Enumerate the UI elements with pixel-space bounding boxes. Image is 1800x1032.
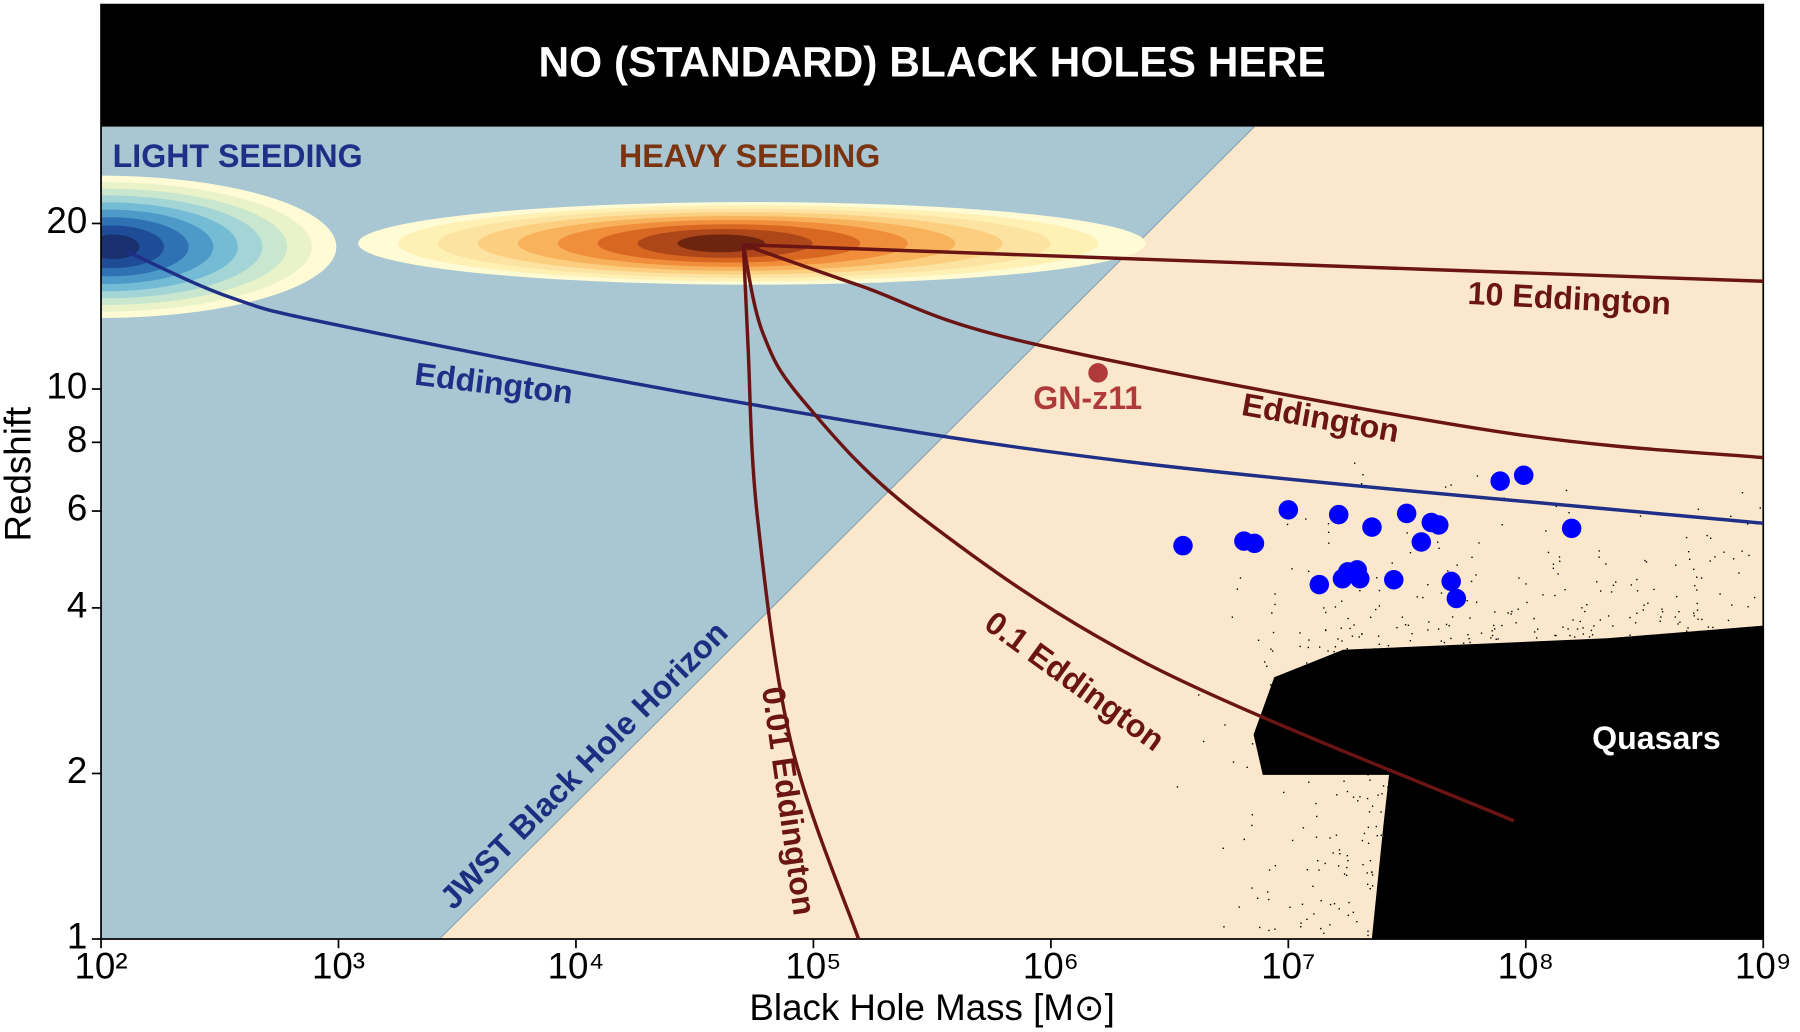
- light-seeding-label: LIGHT SEEDING: [113, 138, 363, 174]
- quasar-point: [1513, 465, 1534, 486]
- x-tick-label: 10⁴: [548, 946, 605, 987]
- eddington-line: [741, 244, 861, 940]
- heavy-seeding-label: HEAVY SEEDING: [619, 138, 880, 174]
- eddington-line: [742, 243, 1764, 460]
- quasar-point: [1173, 535, 1193, 556]
- eddington-line: [741, 244, 1515, 823]
- quasar-point: [1490, 471, 1510, 491]
- quasar-point: [1446, 588, 1467, 609]
- y-tick-label: 20: [46, 200, 87, 241]
- x-tick-label: 10³: [312, 946, 365, 987]
- y-axis-label: Redshift: [0, 407, 38, 542]
- quasar-point: [1411, 532, 1432, 552]
- eddington-line: [125, 249, 1764, 525]
- eddington-line: [743, 242, 1764, 283]
- x-tick-label: 10⁸: [1498, 946, 1554, 987]
- gn-z11-label: GN-z11: [1033, 380, 1142, 416]
- plot-background: [101, 4, 1764, 940]
- x-tick-label: 10⁵: [785, 946, 841, 987]
- chart-title: NO (STANDARD) BLACK HOLES HERE: [539, 39, 1326, 86]
- gn-z11-point: [1088, 363, 1108, 383]
- horizon-line: [438, 126, 1255, 940]
- quasar-point: [1396, 503, 1417, 524]
- y-tick-label: 8: [67, 419, 87, 460]
- quasar-point: [1362, 517, 1382, 537]
- x-tick-label: 10⁷: [1261, 946, 1315, 987]
- x-tick-label: 10²: [74, 946, 127, 987]
- quasar-point: [1441, 571, 1461, 592]
- quasar-point: [1384, 569, 1404, 590]
- quasars-label: Quasars: [1592, 720, 1721, 756]
- quasar-point: [1561, 518, 1582, 539]
- forbidden-zone: [101, 4, 1764, 127]
- quasar-point: [1278, 500, 1299, 520]
- y-tick-label: 1: [67, 916, 87, 957]
- quasar-point: [1350, 568, 1370, 589]
- quasar-point: [1244, 533, 1265, 554]
- quasar-point: [1428, 515, 1449, 535]
- y-tick-label: 4: [67, 585, 87, 626]
- x-axis-label: Black Hole Mass [M⊙]: [749, 987, 1114, 1028]
- y-tick-label: 10: [46, 366, 87, 407]
- x-tick-label: 10⁶: [1023, 946, 1079, 987]
- quasar-cloud-core: [1253, 625, 1764, 940]
- y-tick-label: 6: [67, 488, 87, 529]
- quasar-point: [1309, 574, 1330, 595]
- axes-frame: [100, 3, 1765, 940]
- quasar-point: [1328, 504, 1349, 525]
- y-tick-label: 2: [67, 750, 87, 791]
- x-tick-label: 10⁹: [1735, 946, 1792, 987]
